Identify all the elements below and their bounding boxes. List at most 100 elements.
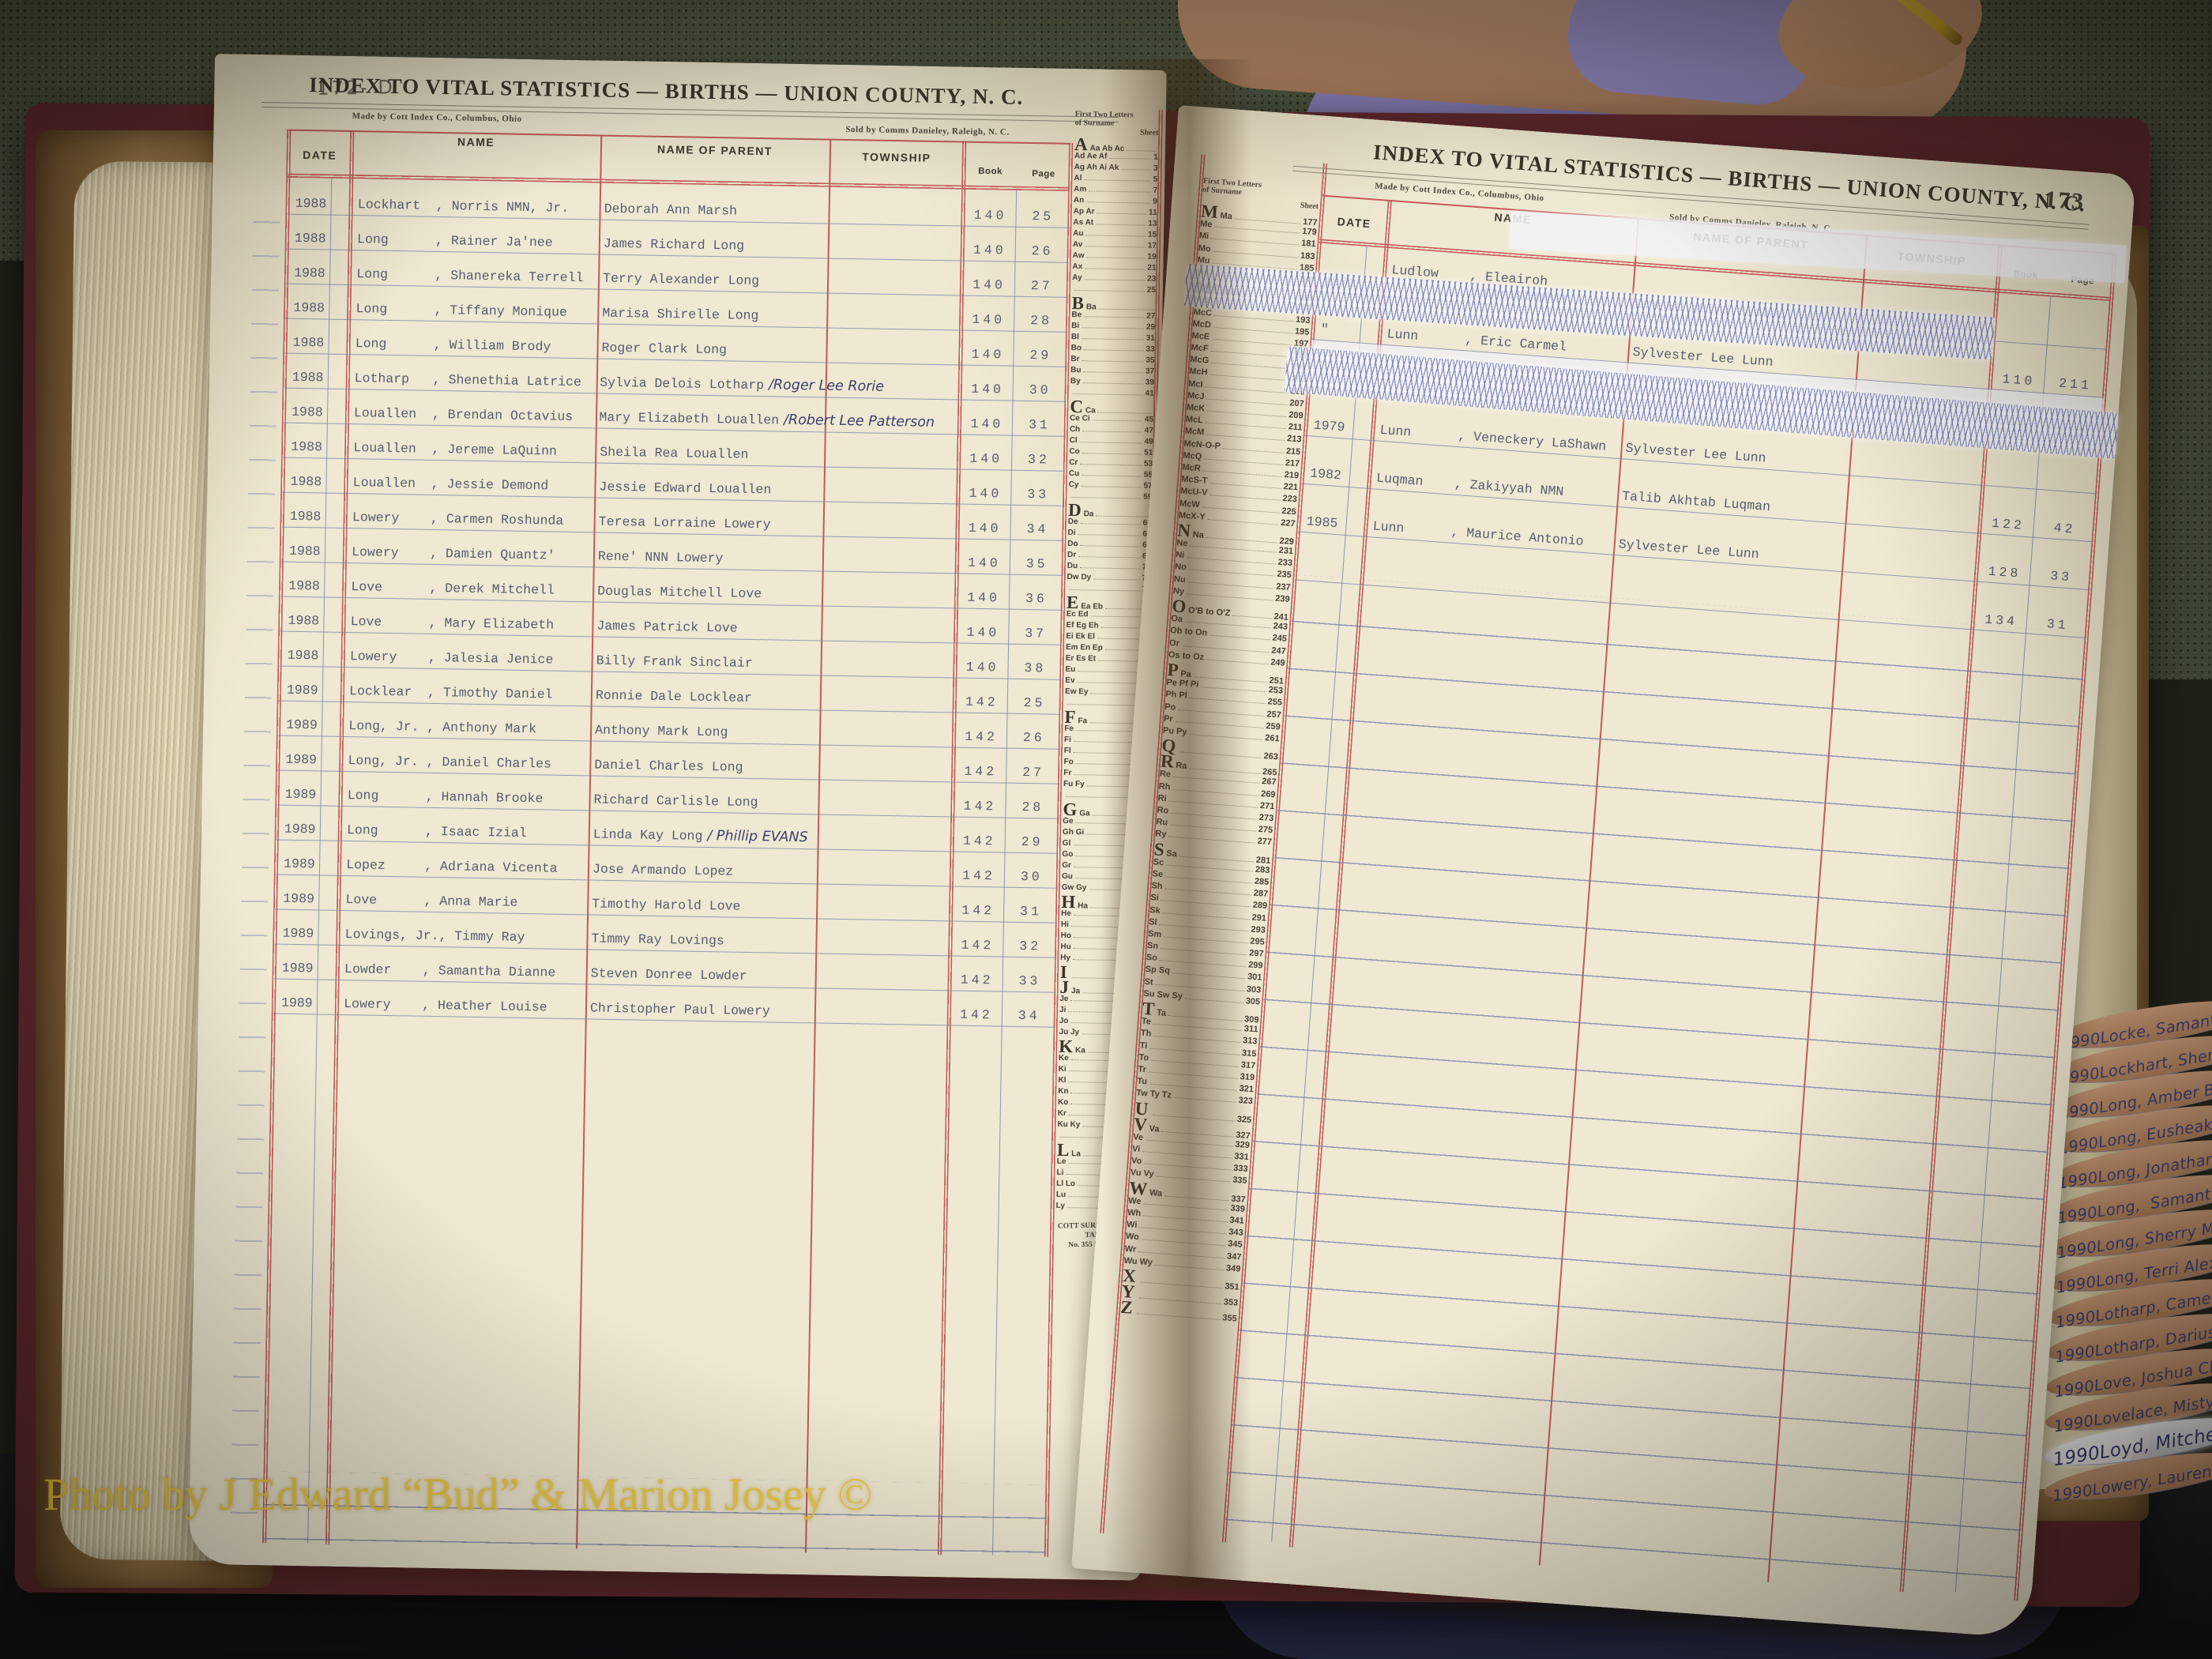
tab-letter-pair: Kn: [1058, 1086, 1069, 1097]
tab-letter-pair: Di: [1067, 528, 1076, 538]
row-parent-name: Deborah Ann Marsh: [604, 201, 830, 224]
tab-letter-pair: An: [1073, 195, 1085, 205]
row-book-number: 140: [971, 381, 1005, 397]
tab-sheet-number: 235: [1277, 570, 1292, 581]
tab-sheet-number: 207: [1288, 398, 1305, 409]
row-book-number: 140: [972, 242, 1006, 258]
parent-handwritten-addition: /Roger Lee Rorie: [768, 377, 885, 395]
row-page-number: 32: [1027, 452, 1051, 468]
row-date: 1989: [284, 786, 317, 803]
row-book-number: 142: [961, 902, 995, 919]
tab-letter-pair: Ga: [1079, 809, 1090, 818]
tab-letter-pair: Al: [1074, 174, 1082, 183]
tab-letter-pair: Ay: [1072, 273, 1082, 283]
tab-sheet-number: 277: [1257, 837, 1273, 848]
row-page-number: 34: [1026, 521, 1049, 537]
row-parent-name: Richard Carlisle Long: [593, 792, 820, 814]
row-parent-name: Ronnie Dale Locklear: [596, 687, 822, 710]
row-parent-name: Linda Kay Long / Phillip EVANS: [593, 826, 820, 849]
row-page-number: 27: [1022, 764, 1045, 781]
column-header-name: NAME: [457, 135, 495, 149]
tab-sheet-number: 245: [1272, 633, 1288, 645]
row-date: 1989: [286, 717, 318, 733]
tab-sheet-number: 283: [1255, 864, 1270, 875]
row-page-number: 33: [1018, 972, 1041, 989]
row-date: 1989: [285, 751, 318, 768]
tab-letter-pair: Ev: [1065, 675, 1075, 686]
tab-letter-pair: Ha: [1078, 901, 1089, 911]
tab-letter: C: [1070, 396, 1084, 417]
parent-typed-text: Billy Frank Sinclair: [596, 653, 753, 671]
tab-letter-pair: Cr: [1069, 457, 1078, 468]
tab-letter-pair: Cl: [1069, 435, 1078, 446]
row-book-number: 140: [971, 346, 1005, 363]
row-date: 1989: [281, 960, 314, 976]
tab-letter-pair: As At: [1073, 217, 1094, 228]
tab-letter-pair: Aw: [1072, 250, 1085, 261]
tab-letter-pair: Gw Gy: [1061, 882, 1087, 893]
tab-sheet-number: 195: [1294, 326, 1310, 337]
column-header-township: TOWNSHIP: [862, 150, 931, 164]
tab-letter-pair: Cy: [1068, 480, 1079, 490]
tab-letter: E: [1066, 592, 1079, 613]
tab-letter-pair: Ch: [1069, 424, 1081, 434]
tab-sheet-number: 259: [1265, 720, 1281, 732]
parent-handwritten-addition: /Robert Lee Patterson: [783, 412, 935, 431]
tab-sheet-number: 237: [1275, 581, 1292, 592]
parent-typed-text: Douglas Mitchell Love: [597, 583, 762, 602]
row-book-number: 142: [959, 1006, 993, 1023]
parent-typed-text: Timothy Harold Love: [592, 896, 741, 914]
tab-letter-pair: By: [1070, 376, 1081, 386]
tab-letter-pair: Ll Lo: [1056, 1179, 1076, 1189]
tab-letter-pair: De: [1067, 517, 1078, 527]
tab-letter-pair: Ef Eg Eh: [1066, 620, 1099, 630]
row-book-number: 142: [963, 798, 997, 814]
tab-letter: I: [1059, 961, 1068, 983]
row-parent-name: Terry Alexander Long: [603, 270, 830, 293]
tab-letter: L: [1056, 1139, 1070, 1161]
tab-letter-pair: Ku Ky: [1057, 1119, 1081, 1130]
row-page-number: 37: [1025, 626, 1048, 641]
tab-letter-pair: He: [1061, 908, 1072, 919]
tab-sheet-number: 253: [1268, 685, 1284, 696]
tab-sheet-number: 183: [1300, 250, 1315, 261]
tab-letter: G: [1063, 799, 1078, 820]
tab-letter-pair: Le: [1056, 1157, 1066, 1167]
parent-typed-text: Ronnie Dale Locklear: [595, 687, 753, 705]
parent-handwritten-addition: [1774, 499, 1775, 515]
tab-letter-pair: Em En Ep: [1065, 642, 1103, 653]
tab-letter: B: [1071, 292, 1085, 314]
tab-letter-pair: Ge: [1063, 816, 1074, 826]
tab-sheet-number: 179: [1301, 227, 1318, 238]
tab-letter-pair: Fr: [1063, 768, 1072, 778]
tab-letter-pair: Gr: [1062, 860, 1071, 871]
tab-letter-pair: Ki: [1058, 1064, 1066, 1074]
row-book-number: 140: [968, 520, 1002, 536]
tab-sheet-number: 247: [1270, 645, 1287, 656]
row-book-number: 140: [972, 311, 1006, 328]
row-book-number: 140: [973, 207, 1007, 224]
tab-sheet-number: 217: [1285, 457, 1300, 469]
tab-letter-pair: Ax: [1072, 261, 1083, 272]
parent-typed-text: Sheila Rea Louallen: [600, 444, 749, 462]
parent-typed-text: Terry Alexander Long: [602, 270, 760, 289]
tab-sheet-number: 257: [1266, 709, 1282, 720]
row-page-number: 25: [1032, 209, 1055, 224]
parent-typed-text: James Richard Long: [603, 235, 745, 254]
tab-sheet-number: 273: [1258, 812, 1274, 824]
tab-letter-pair: Au: [1073, 228, 1084, 239]
tab-letter-pair: Er Es Et: [1065, 653, 1097, 664]
tab-letter-pair: Ec Ed: [1066, 609, 1089, 619]
parent-typed-text: Deborah Ann Marsh: [604, 201, 738, 219]
left-page: 172- D INDEX TO VITAL STATISTICS — BIRTH…: [188, 54, 2212, 1581]
parent-typed-text: Jessie Edward Louallen: [599, 479, 772, 498]
parent-typed-text: Sylvia Delois Lotharp: [600, 374, 765, 393]
row-book-number: 140: [967, 555, 1001, 571]
tab-sheet-number: 271: [1259, 800, 1275, 812]
tab-letter-pair: Du: [1066, 561, 1078, 571]
tab-letter-pair: Co: [1069, 446, 1080, 457]
tab-letter-pair: Ap Ar: [1073, 206, 1095, 216]
tab-letter-pair: Ji: [1059, 1005, 1066, 1014]
tab-sheet-number: 225: [1281, 506, 1297, 517]
tab-sheet-number: 269: [1260, 788, 1276, 799]
